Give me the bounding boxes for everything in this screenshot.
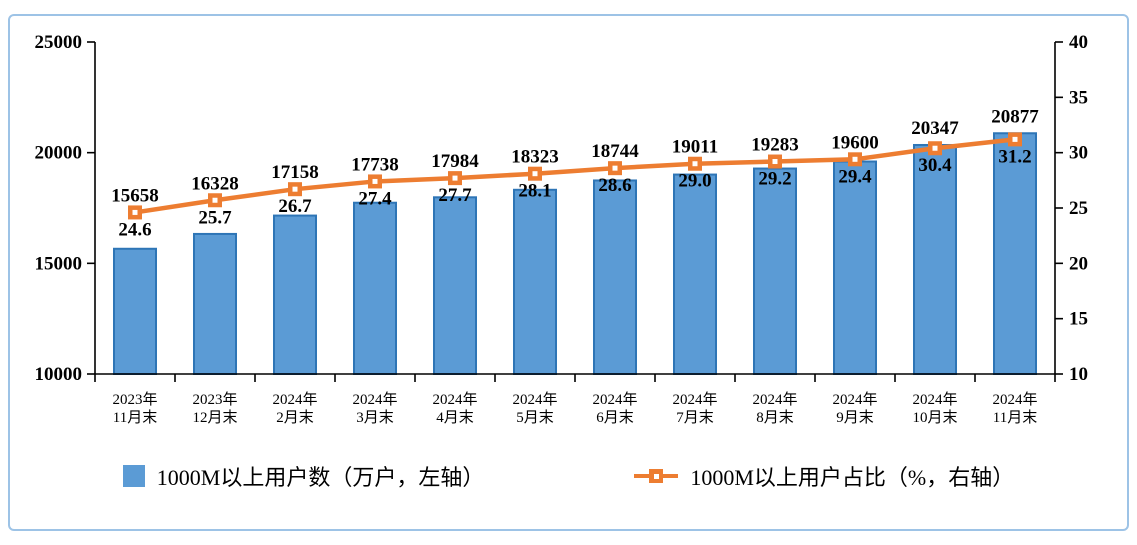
percentage-value-label: 26.7 [278, 196, 312, 217]
x-category-label: 2024年 6月末 [592, 391, 637, 426]
x-category-label: 2023年 12月末 [192, 391, 237, 426]
bar-value-label: 16328 [191, 173, 239, 194]
bar [513, 188, 557, 375]
line-marker-center [932, 145, 938, 151]
right-axis-tick-label: 35 [1069, 87, 1088, 108]
line-marker-center [212, 197, 218, 203]
chart-legend: 1000M以上用户数（万户，左轴） 1000M以上用户占比（%，右轴） [0, 452, 1137, 500]
bar-series-swatch-icon [122, 465, 145, 487]
legend-label-line-series: 1000M以上用户占比（%，右轴） [690, 465, 1015, 490]
x-category-label: 2024年 11月末 [992, 391, 1037, 426]
left-axis-tick-label: 15000 [35, 253, 83, 274]
bar [913, 143, 957, 375]
x-category-label: 2024年 7月末 [672, 391, 717, 426]
right-axis-tick-label: 15 [1069, 309, 1088, 330]
x-category-label: 2023年 11月末 [112, 391, 157, 426]
bar [753, 167, 797, 375]
bar-value-label: 17738 [351, 154, 399, 175]
line-series-swatch-icon [634, 467, 679, 485]
bar [353, 201, 397, 375]
percentage-value-label: 29.4 [838, 166, 872, 187]
line-marker-center [132, 209, 138, 215]
x-category-label: 2024年 9月末 [832, 391, 877, 426]
right-axis-tick-label: 20 [1069, 253, 1088, 274]
bar [593, 179, 637, 375]
bar [113, 247, 157, 376]
line-marker-center [532, 171, 538, 177]
right-axis-tick-label: 30 [1069, 143, 1088, 164]
bar-value-label: 17158 [271, 162, 319, 183]
line-marker-center [852, 156, 858, 162]
percentage-line [134, 137, 1016, 215]
bar-value-label: 20347 [911, 118, 959, 139]
bar-value-label: 15658 [111, 185, 159, 206]
left-axis-tick-label: 10000 [35, 364, 83, 385]
percentage-value-label: 29.0 [678, 171, 711, 192]
bar-value-label: 18323 [511, 147, 559, 168]
percentage-value-label: 28.6 [598, 175, 631, 196]
x-category-label: 2024年 8月末 [752, 391, 797, 426]
bar [993, 132, 1037, 375]
line-marker-center [772, 159, 778, 165]
bar [833, 160, 877, 375]
legend-item-line-series: 1000M以上用户占比（%，右轴） [634, 460, 1014, 492]
percentage-value-label: 24.6 [118, 219, 151, 240]
line-marker-center [372, 178, 378, 184]
percentage-value-label: 25.7 [198, 207, 232, 228]
right-axis-tick-label: 10 [1069, 364, 1088, 385]
left-axis-tick-label: 20000 [35, 143, 83, 164]
line-marker-center [612, 165, 618, 171]
percentage-value-label: 30.4 [918, 155, 952, 176]
x-category-label: 2024年 2月末 [272, 391, 317, 426]
legend-item-bar-series: 1000M以上用户数（万户，左轴） [122, 460, 485, 492]
percentage-value-label: 28.1 [518, 181, 551, 202]
percentage-value-label: 27.4 [358, 188, 392, 209]
bar-value-label: 17984 [431, 151, 479, 172]
percentage-value-label: 29.2 [758, 169, 791, 190]
bar [193, 232, 237, 375]
legend-label-bar-series: 1000M以上用户数（万户，左轴） [156, 465, 485, 490]
percentage-value-label: 27.7 [438, 185, 472, 206]
bar-value-label: 19011 [672, 137, 718, 158]
x-category-label: 2024年 3月末 [352, 391, 397, 426]
x-category-label: 2024年 4月末 [432, 391, 477, 426]
bar-value-label: 19283 [751, 135, 799, 156]
bar [673, 173, 717, 375]
bar-value-label: 19600 [831, 132, 879, 153]
left-axis-tick-label: 25000 [35, 32, 83, 53]
bar [433, 196, 477, 375]
line-marker-center [452, 175, 458, 181]
bar-value-label: 20877 [991, 106, 1039, 127]
right-axis-tick-label: 40 [1069, 32, 1088, 53]
chart-canvas: 25000 20000 15000 10000 40 35 30 25 20 15 10 2023年 1… [35, 32, 1089, 426]
line-marker-center [292, 186, 298, 192]
right-axis-tick-label: 25 [1069, 198, 1088, 219]
bar-value-label: 18744 [591, 141, 639, 162]
bar [273, 214, 317, 375]
line-marker-center [692, 161, 698, 167]
x-category-label: 2024年 10月末 [912, 391, 957, 426]
x-category-label: 2024年 5月末 [512, 391, 557, 426]
percentage-value-label: 31.2 [998, 146, 1031, 167]
line-marker-center [1012, 136, 1018, 142]
